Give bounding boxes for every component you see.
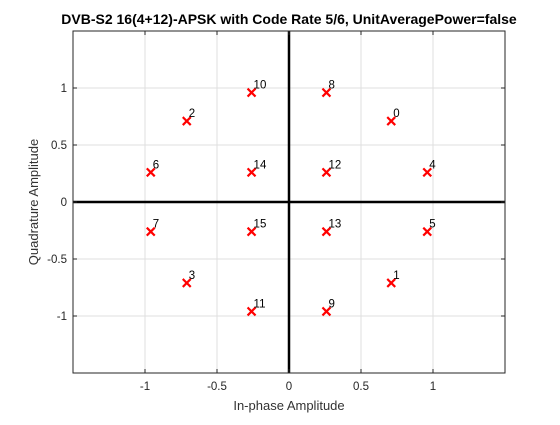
y-tick-label: 1 <box>61 83 67 95</box>
data-point-marker <box>246 306 257 317</box>
axes <box>73 31 505 373</box>
data-point-marker <box>386 278 396 288</box>
data-point-marker <box>146 226 156 237</box>
data-point-marker <box>246 87 257 98</box>
data-point-marker <box>422 167 432 178</box>
point-label: 1 <box>393 270 399 282</box>
y-tick-label: 0.5 <box>51 140 67 152</box>
y-tick-label: -0.5 <box>47 254 67 266</box>
data-point-marker <box>146 167 156 178</box>
y-tick-label: -1 <box>57 311 67 323</box>
data-point-marker <box>321 306 332 317</box>
data-point-marker <box>246 167 257 178</box>
point-label: 10 <box>254 80 267 92</box>
point-label: 7 <box>153 219 159 231</box>
x-axis-label: In-phase Amplitude <box>233 398 344 413</box>
x-tick-label: 1 <box>430 381 436 393</box>
data-point-marker <box>182 116 192 126</box>
x-tick-label: -0.5 <box>207 381 227 393</box>
point-label: 9 <box>328 298 334 310</box>
data-point-marker <box>321 87 332 98</box>
point-label: 2 <box>189 108 195 120</box>
data-point-marker <box>321 167 332 178</box>
ticks: -1 -0.5 0 0.5 1 -1 -0.5 0 0.5 1 <box>47 31 505 393</box>
data-point-marker <box>422 226 432 237</box>
point-label: 0 <box>393 108 399 120</box>
x-tick-label: -1 <box>140 381 150 393</box>
point-label: 12 <box>328 159 341 171</box>
x-tick-label: 0 <box>286 381 292 393</box>
point-label: 8 <box>328 80 334 92</box>
data-points <box>146 87 432 317</box>
point-label: 4 <box>429 159 436 171</box>
data-point-marker <box>386 116 396 126</box>
data-point-marker <box>321 226 332 237</box>
y-tick-label: 0 <box>61 197 67 209</box>
data-point-marker <box>246 226 257 237</box>
point-label: 6 <box>153 159 159 171</box>
y-axis-label: Quadrature Amplitude <box>26 139 41 265</box>
chart-title: DVB-S2 16(4+12)-APSK with Code Rate 5/6,… <box>61 11 517 27</box>
point-label: 11 <box>254 298 266 310</box>
x-tick-label: 0.5 <box>353 381 369 393</box>
point-label: 3 <box>189 270 195 282</box>
point-label: 14 <box>254 159 267 171</box>
point-label: 5 <box>429 219 435 231</box>
data-point-marker <box>182 278 192 288</box>
point-label: 15 <box>254 219 267 231</box>
point-label: 13 <box>328 219 341 231</box>
